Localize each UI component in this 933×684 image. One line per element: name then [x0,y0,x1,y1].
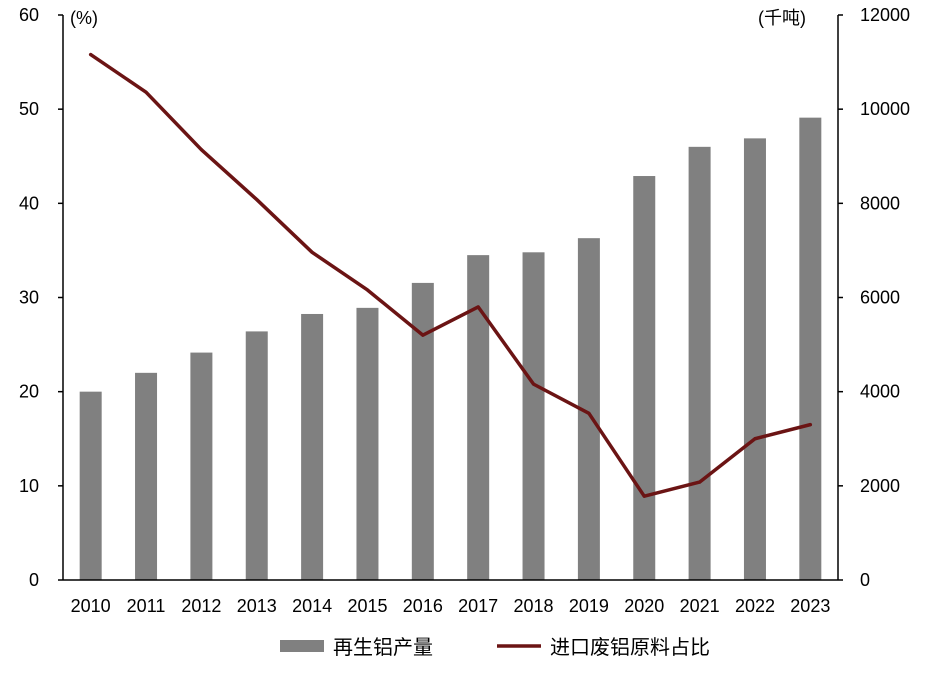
right-tick-label: 12000 [860,5,910,25]
bar-2014 [301,313,324,580]
x-tick-label: 2011 [127,596,166,616]
bar-2019 [577,238,600,581]
bar-2013 [245,331,268,580]
bar-2010 [79,391,102,580]
x-tick-label: 2012 [181,596,221,616]
line-point-2013 [255,198,259,202]
x-tick-label: 2015 [347,596,387,616]
x-tick-label: 2021 [680,596,720,616]
x-tick-label: 2016 [403,596,443,616]
x-tick-label: 2018 [514,596,554,616]
x-tick-label: 2020 [624,596,664,616]
bar-2015 [356,307,379,580]
line-point-2021 [698,480,702,484]
right-tick-label: 4000 [860,382,900,402]
left-tick-label: 50 [19,99,39,119]
line-series [88,52,813,498]
right-tick-label: 2000 [860,476,900,496]
bar-2018 [522,252,545,581]
x-tick-label: 2023 [790,596,830,616]
line-point-2019 [587,411,591,415]
line-path [88,52,813,498]
axes [58,14,843,581]
bar-2022 [743,138,766,580]
right-tick-label: 6000 [860,288,900,308]
line-point-2010 [89,53,93,57]
line-point-2012 [199,148,203,152]
bar-2020 [633,176,656,580]
left-tick-label: 30 [19,288,39,308]
left-tick-label: 20 [19,382,39,402]
x-tick-label: 2022 [735,596,775,616]
line-point-2011 [144,90,148,94]
x-tick-label: 2017 [458,596,498,616]
line-point-2015 [365,288,369,292]
bar-2011 [135,372,158,580]
left-axis-unit-label: (%) [70,8,98,28]
x-tick-label: 2014 [292,596,332,616]
bar-2012 [190,352,213,580]
right-tick-label: 8000 [860,193,900,213]
legend: 再生铝产量 进口废铝原料占比 [280,635,710,659]
line-point-2018 [532,382,536,386]
line-point-2014 [310,250,314,254]
bar-2016 [411,282,434,580]
right-tick-label: 10000 [860,99,910,119]
tick-labels: 0 10 20 30 40 50 60 0 2000 4000 6000 8000 10000 12000… [19,5,910,616]
legend-line-label: 进口废铝原料占比 [550,635,710,659]
x-tick-label: 2010 [71,596,111,616]
left-tick-label: 10 [19,476,39,496]
left-tick-label: 60 [19,5,39,25]
bar-2017 [467,255,490,580]
line-point-2023 [808,423,812,427]
bar-2023 [799,117,822,581]
right-axis-unit-label: (千吨) [758,8,806,28]
line-point-2022 [753,437,757,441]
left-tick-label: 0 [29,570,39,590]
bar-2021 [688,146,711,581]
legend-bar-label: 再生铝产量 [333,635,433,659]
legend-bar-swatch [280,640,324,652]
line-point-2016 [421,333,425,337]
left-tick-label: 40 [19,193,39,213]
x-tick-label: 2019 [569,596,609,616]
bar-series [79,117,822,581]
x-tick-label: 2013 [237,596,277,616]
line-point-2020 [642,494,646,498]
right-tick-label: 0 [860,570,870,590]
line-point-2017 [476,305,480,309]
